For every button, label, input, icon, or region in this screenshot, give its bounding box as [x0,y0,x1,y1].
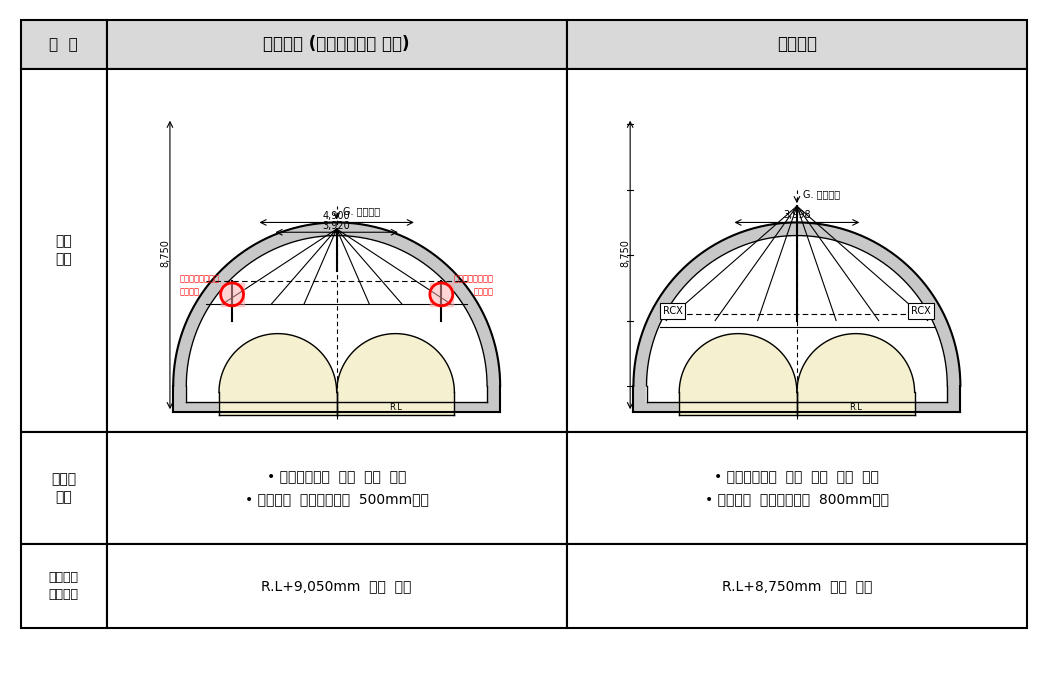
Text: 적용성
검토: 적용성 검토 [51,472,77,504]
Polygon shape [797,334,915,416]
Bar [566,68,1027,432]
Text: 3,998: 3,998 [784,210,811,219]
Polygon shape [173,223,500,412]
Polygon shape [187,236,487,402]
Polygon shape [646,236,947,402]
Text: 절연이격거리부족: 절연이격거리부족 [179,274,219,283]
Bar [566,544,1027,628]
Text: 절연이격거리부족: 절연이격거리부족 [453,274,494,283]
Text: • 장력조절장치  설치  높이  부족
• 급전선과  합성전차선간  500mm이격: • 장력조절장치 설치 높이 부족 • 급전선과 합성전차선간 500mm이격 [244,470,429,506]
Text: 8,750: 8,750 [620,239,630,267]
Polygon shape [679,334,797,416]
Bar [107,20,566,68]
Text: 터널내공
소요높이: 터널내공 소요높이 [49,571,79,601]
Text: R.L+9,050mm  확보  필요: R.L+9,050mm 확보 필요 [261,580,412,593]
Text: RCX: RCX [912,306,932,316]
Bar [21,68,107,432]
Text: R.L+8,750mm  확보  필요: R.L+8,750mm 확보 필요 [722,580,872,593]
Text: 단면
형상: 단면 형상 [56,234,72,267]
Polygon shape [634,223,961,412]
Bar [107,432,566,544]
Text: RCX: RCX [663,306,683,316]
Text: 확폭부족: 확폭부족 [474,287,494,297]
Bar [21,432,107,544]
Text: 4,900: 4,900 [323,211,350,221]
Text: 8,750: 8,750 [159,239,170,267]
Polygon shape [430,283,453,306]
Polygon shape [337,334,454,416]
Bar [21,544,107,628]
Text: G. 터널중심: G. 터널중심 [343,206,381,216]
Polygon shape [220,283,243,306]
Text: G. 터널중심: G. 터널중심 [804,190,840,200]
Text: • 장력조절장치  설치  높이  확보  가능
• 급전선과  합성전차선간  800mm이격: • 장력조절장치 설치 높이 확보 가능 • 급전선과 합성전차선간 800mm… [705,470,889,506]
Polygon shape [219,334,337,416]
Bar [566,20,1027,68]
Text: 스프링식: 스프링식 [777,35,817,53]
Text: 도르래식 (경부고속철도 적용): 도르래식 (경부고속철도 적용) [263,35,410,53]
Text: 확폭부족: 확폭부족 [179,287,199,297]
Bar [107,68,566,432]
Text: R.L: R.L [850,403,862,412]
Bar [21,20,107,68]
Text: 구  분: 구 분 [49,37,79,52]
Text: R.L: R.L [389,403,402,412]
Bar [566,432,1027,544]
Bar [107,544,566,628]
Text: 3,920: 3,920 [323,221,350,231]
